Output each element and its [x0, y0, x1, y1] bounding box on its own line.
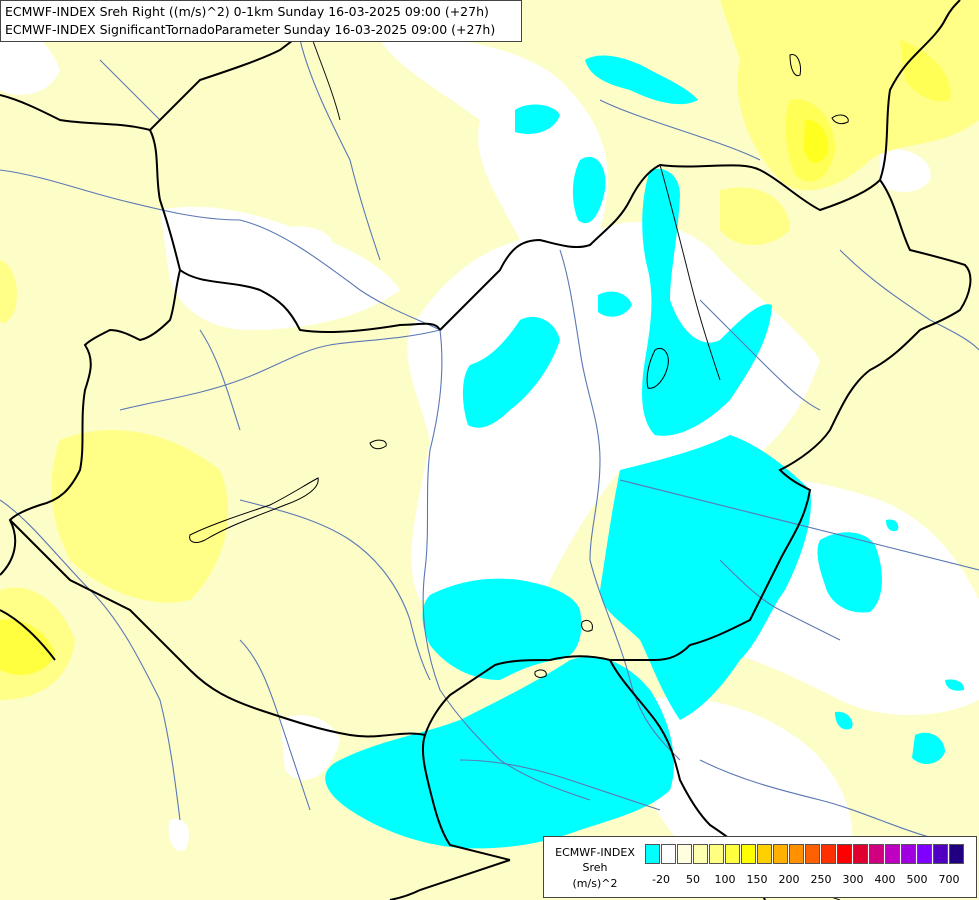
- legend-source-label: ECMWF-INDEX: [555, 846, 635, 859]
- legend-swatch: [853, 844, 868, 864]
- color-legend: ECMWF-INDEX Sreh (m/s)^2 -20 50 100 150 200 2…: [543, 836, 977, 898]
- legend-swatch: [693, 844, 708, 864]
- legend-tick-label: 700: [938, 873, 960, 886]
- legend-unit-label: (m/s)^2: [572, 877, 618, 890]
- legend-swatch: [821, 844, 836, 864]
- yellow-areas: [0, 0, 979, 700]
- legend-tick-label: 100: [714, 873, 736, 886]
- legend-swatch: [789, 844, 804, 864]
- legend-variable-label: Sreh: [582, 861, 608, 874]
- legend-swatch: [725, 844, 740, 864]
- legend-swatch: [741, 844, 756, 864]
- cyan-areas: [325, 55, 965, 849]
- legend-swatch: [869, 844, 884, 864]
- legend-swatch: [885, 844, 900, 864]
- title-line-1: ECMWF-INDEX Sreh Right ((m/s)^2) 0-1km S…: [5, 4, 489, 19]
- legend-tick-label: 50: [686, 873, 700, 886]
- lakes: [189, 54, 849, 678]
- legend-swatch: [837, 844, 852, 864]
- legend-swatch: [709, 844, 724, 864]
- legend-tick-label: -20: [652, 873, 670, 886]
- legend-tick-label: 200: [778, 873, 800, 886]
- legend-swatch: [645, 844, 660, 864]
- legend-tick-label: 400: [874, 873, 896, 886]
- legend-tick-label: 500: [906, 873, 928, 886]
- legend-tick-label: 150: [746, 873, 768, 886]
- legend-swatches: [645, 844, 965, 866]
- legend-tick-label: 300: [842, 873, 864, 886]
- legend-swatch: [901, 844, 916, 864]
- legend-swatch: [805, 844, 820, 864]
- legend-swatch: [661, 844, 676, 864]
- legend-swatch: [917, 844, 932, 864]
- legend-swatch: [933, 844, 948, 864]
- map-title-box: ECMWF-INDEX Sreh Right ((m/s)^2) 0-1km S…: [0, 0, 522, 42]
- legend-swatch: [757, 844, 772, 864]
- title-line-2: ECMWF-INDEX SignificantTornadoParameter …: [5, 22, 496, 37]
- legend-swatch: [677, 844, 692, 864]
- rivers: [0, 39, 979, 841]
- legend-tick-label: 250: [810, 873, 832, 886]
- legend-swatch: [773, 844, 788, 864]
- legend-swatch: [949, 844, 964, 864]
